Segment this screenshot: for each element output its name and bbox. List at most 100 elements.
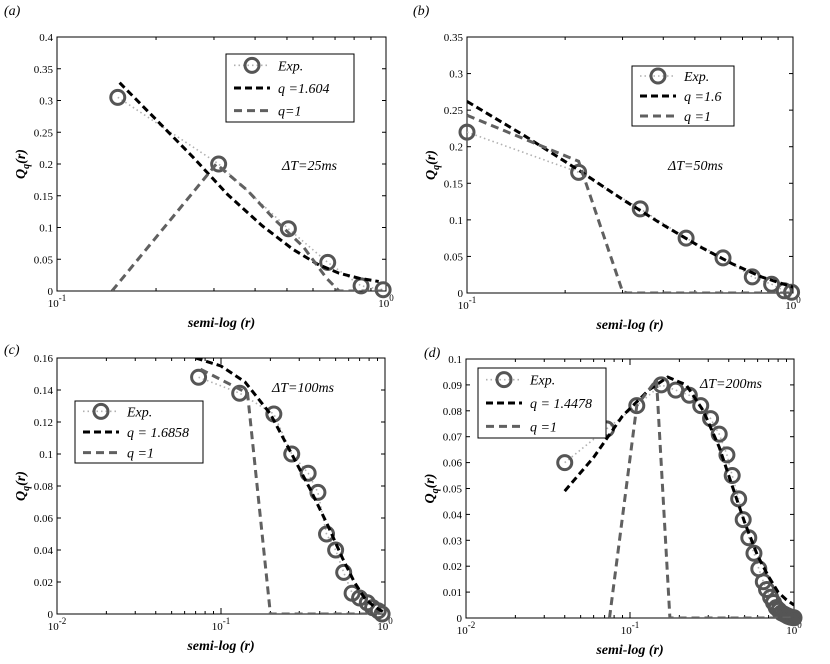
x-tick-exponent: -2 bbox=[468, 620, 476, 630]
y-axis-label: Qq(r) bbox=[423, 474, 441, 504]
legend: Exp. q =1.6 q =1 bbox=[631, 65, 735, 127]
data-point bbox=[763, 275, 781, 293]
legend-label: q=1 bbox=[278, 105, 301, 120]
x-tick-exponent: -1 bbox=[223, 616, 231, 626]
data-point bbox=[723, 467, 741, 485]
series-line-exp bbox=[198, 376, 383, 614]
data-point bbox=[745, 544, 763, 562]
panel-label: (c) bbox=[4, 343, 20, 358]
delta-t-annotation: ΔT=100ms bbox=[271, 381, 335, 396]
y-tick-label: 0.35 bbox=[34, 64, 54, 76]
y-tick-label: 0.03 bbox=[443, 535, 463, 547]
data-point bbox=[369, 602, 387, 620]
series-line-exp bbox=[467, 131, 792, 293]
y-axis-label-subscript: q bbox=[431, 165, 442, 170]
y-tick-label: 0 bbox=[458, 288, 464, 300]
legend-marker bbox=[243, 56, 261, 74]
y-tick-label: 0.1 bbox=[449, 215, 463, 227]
x-tick-label: 10-1 bbox=[458, 295, 477, 312]
x-tick-exponent: -2 bbox=[59, 616, 67, 626]
legend-marker bbox=[92, 402, 110, 420]
legend-label: q =1 bbox=[127, 447, 154, 462]
legend-label: q =1 bbox=[684, 110, 711, 125]
y-tick-label: 0.04 bbox=[443, 509, 463, 521]
legend: Exp. q = 1.4478 q =1 bbox=[477, 367, 607, 439]
data-point bbox=[318, 525, 336, 543]
series-line-q1 bbox=[110, 161, 384, 291]
x-tick-label: 10-2 bbox=[48, 616, 67, 633]
delta-t-annotation: ΔT=200ms bbox=[699, 377, 763, 392]
x-axis-label: semi-log (r) bbox=[595, 318, 663, 333]
panel-label: (b) bbox=[413, 4, 430, 19]
y-tick-label: 0.1 bbox=[39, 223, 53, 235]
legend-label: Exp. bbox=[529, 374, 555, 389]
x-tick-exponent: 0 bbox=[797, 620, 802, 630]
delta-t-annotation: ΔT=25ms bbox=[281, 159, 338, 174]
x-tick-base: 10 bbox=[48, 621, 60, 633]
plot-frame bbox=[466, 36, 794, 294]
data-point bbox=[327, 541, 345, 559]
y-tick-label: 0.05 bbox=[444, 251, 464, 263]
y-axis-label-suffix: (r) bbox=[14, 471, 29, 486]
data-point bbox=[710, 425, 728, 443]
y-tick-label: 0.3 bbox=[39, 96, 53, 108]
data-point bbox=[279, 220, 297, 238]
y-tick-label: 0.12 bbox=[34, 417, 53, 429]
legend-marker bbox=[649, 67, 667, 85]
x-tick-exponent: -1 bbox=[469, 295, 477, 305]
data-point bbox=[734, 511, 752, 529]
y-tick-label: 0.06 bbox=[34, 513, 54, 525]
y-axis-label-main: Q bbox=[14, 169, 29, 179]
x-axis-label: semi-log (r) bbox=[595, 643, 663, 658]
data-point bbox=[299, 464, 317, 482]
legend-label: q = 1.6858 bbox=[127, 426, 189, 441]
chart-panel: (d) 0 0.01 0.02 0.03 0.04 0.05 0.06 0.07 0.08 0.09… bbox=[423, 346, 803, 658]
y-tick-label: 0.04 bbox=[34, 545, 54, 557]
y-tick-label: 0 bbox=[48, 286, 54, 298]
legend-label: q = 1.4478 bbox=[530, 397, 592, 412]
x-tick-label: 10-1 bbox=[621, 620, 640, 637]
y-axis-label-subscript: q bbox=[430, 488, 441, 493]
data-point bbox=[714, 249, 732, 267]
data-point bbox=[190, 368, 208, 386]
y-tick-label: 0.07 bbox=[443, 432, 463, 444]
x-tick-base: 10 bbox=[457, 625, 469, 637]
x-tick-exponent: 0 bbox=[388, 616, 393, 626]
data-point bbox=[677, 229, 695, 247]
x-tick-base: 10 bbox=[785, 300, 797, 312]
x-tick-label: 100 bbox=[785, 295, 801, 312]
x-tick-base: 10 bbox=[786, 625, 798, 637]
y-tick-label: 0.05 bbox=[34, 254, 54, 266]
plot-frame bbox=[56, 357, 386, 615]
x-tick-label: 10-1 bbox=[212, 616, 231, 633]
x-tick-label: 10-2 bbox=[457, 620, 476, 637]
y-tick-label: 0.08 bbox=[34, 481, 54, 493]
y-tick-label: 0.16 bbox=[34, 353, 54, 365]
y-tick-label: 0.2 bbox=[39, 159, 53, 171]
series-line-fit bbox=[563, 375, 794, 607]
data-point bbox=[631, 200, 649, 218]
panel-label: (a) bbox=[4, 4, 21, 19]
y-axis-label-suffix: (r) bbox=[14, 149, 29, 164]
data-point bbox=[667, 381, 685, 399]
x-axis-label: semi-log (r) bbox=[186, 639, 254, 654]
x-tick-label: 10-1 bbox=[48, 293, 67, 310]
data-point bbox=[718, 446, 736, 464]
x-tick-base: 10 bbox=[48, 298, 60, 310]
legend-label: Exp. bbox=[277, 59, 303, 74]
panel-label: (d) bbox=[424, 346, 441, 361]
y-tick-label: 0.25 bbox=[34, 127, 54, 139]
x-tick-label: 100 bbox=[377, 616, 393, 633]
y-tick-label: 0.1 bbox=[448, 354, 462, 366]
data-point bbox=[210, 155, 228, 173]
y-axis-label-main: Q bbox=[424, 170, 439, 180]
y-tick-label: 0.05 bbox=[443, 484, 463, 496]
y-tick-label: 0.2 bbox=[449, 142, 463, 154]
y-tick-label: 0.1 bbox=[39, 449, 53, 461]
delta-t-annotation: ΔT=50ms bbox=[667, 159, 724, 174]
data-point bbox=[352, 277, 370, 295]
x-tick-base: 10 bbox=[212, 621, 224, 633]
data-point bbox=[109, 88, 127, 106]
